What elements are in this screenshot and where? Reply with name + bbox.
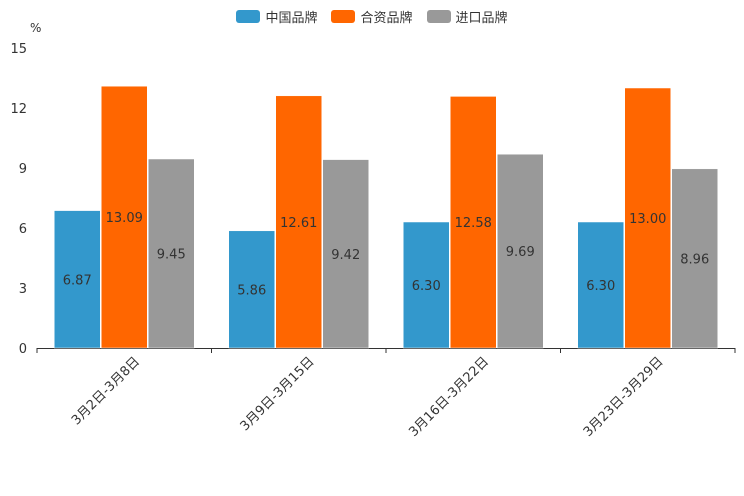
- legend-label-domestic: 中国品牌: [265, 11, 318, 26]
- bar-value-label: 5.86: [237, 283, 266, 298]
- legend-item-domestic[interactable]: 中国品牌: [236, 7, 317, 26]
- bar[interactable]: [403, 221, 450, 349]
- legend-swatch-joint-venture: [331, 10, 356, 23]
- legend-swatch-domestic: [236, 10, 261, 23]
- y-tick-label: 12: [10, 102, 27, 117]
- bar-value-label: 12.58: [455, 216, 492, 231]
- bar[interactable]: [322, 159, 369, 349]
- bar[interactable]: [624, 87, 671, 349]
- y-tick-label: 15: [10, 42, 27, 57]
- bar-value-label: 6.87: [63, 273, 92, 288]
- bar[interactable]: [54, 210, 101, 349]
- bar-value-label: 6.30: [412, 279, 441, 294]
- legend-item-joint-venture[interactable]: 合资品牌: [331, 7, 413, 26]
- y-tick-label: 6: [19, 222, 27, 237]
- x-tick-label: 3月23日-3月29日: [581, 354, 667, 440]
- bar[interactable]: [577, 221, 624, 349]
- bar-value-label: 13.00: [629, 212, 666, 227]
- legend: 中国品牌 合资品牌 进口品牌: [0, 7, 744, 26]
- bar[interactable]: [101, 85, 148, 349]
- y-tick-label: 9: [19, 162, 27, 177]
- y-axis-unit: %: [30, 21, 42, 35]
- y-tick-label: 3: [19, 282, 27, 297]
- bar[interactable]: [228, 230, 275, 349]
- bar[interactable]: [450, 96, 497, 349]
- bar-value-label: 9.45: [157, 248, 186, 263]
- bar-value-label: 13.09: [106, 211, 143, 226]
- y-tick-label: 0: [19, 342, 27, 357]
- bar-value-label: 12.61: [280, 216, 317, 231]
- bar[interactable]: [148, 158, 195, 349]
- legend-item-imported[interactable]: 进口品牌: [426, 7, 508, 26]
- x-tick-label: 3月2日-3月8日: [69, 354, 143, 428]
- x-tick-label: 3月9日-3月15日: [238, 354, 318, 434]
- bar[interactable]: [671, 168, 718, 349]
- legend-label-joint-venture: 合资品牌: [360, 11, 413, 26]
- bar-value-label: 8.96: [680, 252, 709, 267]
- bar-value-label: 6.30: [586, 279, 615, 294]
- bar[interactable]: [497, 153, 544, 349]
- legend-swatch-imported: [426, 10, 451, 23]
- bar-value-label: 9.69: [506, 245, 535, 260]
- bar-value-label: 9.42: [331, 248, 360, 263]
- x-tick-label: 3月16日-3月22日: [406, 354, 492, 440]
- legend-label-imported: 进口品牌: [455, 11, 508, 26]
- bar[interactable]: [275, 95, 322, 349]
